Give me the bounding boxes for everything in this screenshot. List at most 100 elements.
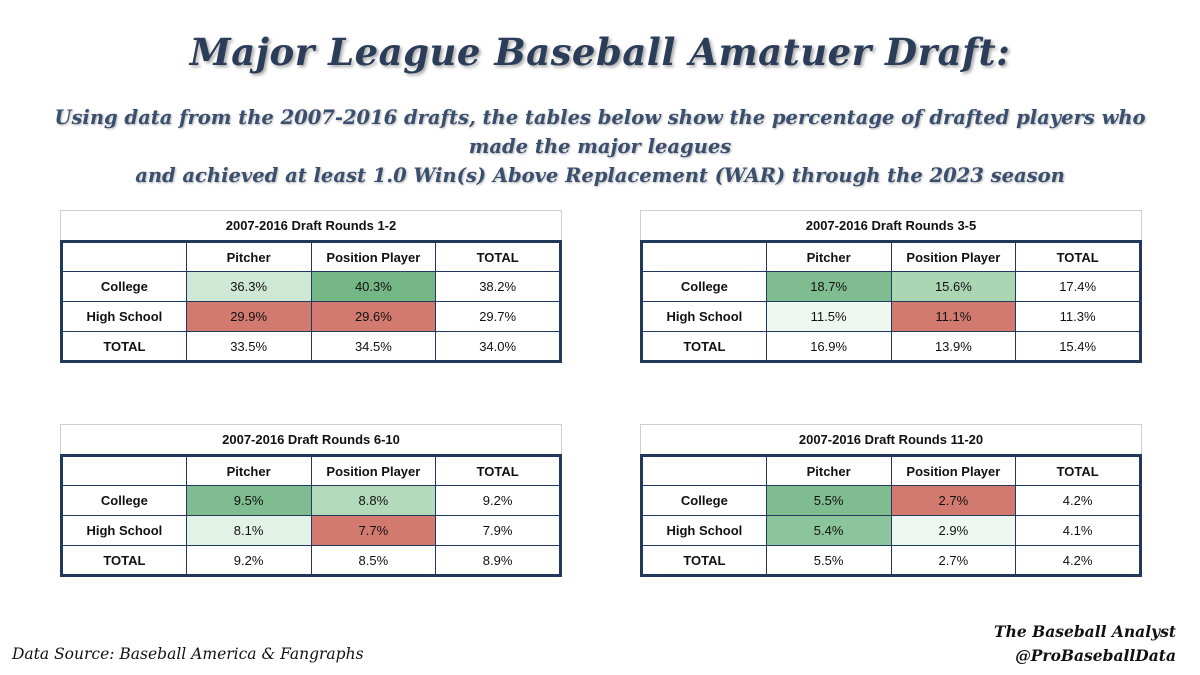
value-cell: 34.5% (310, 331, 437, 362)
column-header: Pitcher (185, 241, 312, 272)
column-header: Position Player (310, 241, 437, 272)
row-label: High School (641, 301, 767, 332)
column-header: TOTAL (435, 455, 561, 486)
table-row: College 5.5% 2.7% 4.2% (641, 485, 1141, 516)
row-label: TOTAL (61, 331, 187, 362)
value-cell: 11.3% (1015, 301, 1141, 332)
header-row: Pitcher Position Player TOTAL (61, 241, 561, 272)
column-header: Pitcher (185, 455, 312, 486)
column-header: Pitcher (765, 455, 892, 486)
credit-handle: @ProBaseballData (1015, 646, 1176, 665)
table-row: College 36.3% 40.3% 38.2% (61, 271, 561, 302)
value-cell: 17.4% (1015, 271, 1141, 302)
table-row: TOTAL 9.2% 8.5% 8.9% (61, 545, 561, 576)
value-cell: 7.9% (435, 515, 561, 546)
value-cell: 18.7% (765, 271, 892, 302)
value-cell: 2.7% (890, 545, 1017, 576)
percentage-table: Pitcher Position Player TOTAL College 36.3% 4… (60, 240, 562, 363)
column-header: Position Player (310, 455, 437, 486)
table-row: High School 5.4% 2.9% 4.1% (641, 515, 1141, 546)
value-cell: 9.2% (185, 545, 312, 576)
value-cell: 4.2% (1015, 485, 1141, 516)
header-row: Pitcher Position Player TOTAL (641, 241, 1141, 272)
table-title: 2007-2016 Draft Rounds 11-20 (640, 424, 1142, 454)
value-cell: 33.5% (185, 331, 312, 362)
value-cell: 5.5% (765, 485, 892, 516)
column-header: TOTAL (435, 241, 561, 272)
credit-name: The Baseball Analyst (994, 622, 1176, 641)
value-cell: 9.2% (435, 485, 561, 516)
row-label: College (641, 271, 767, 302)
row-label: High School (641, 515, 767, 546)
value-cell: 29.6% (310, 301, 437, 332)
table-row: College 18.7% 15.6% 17.4% (641, 271, 1141, 302)
column-header: TOTAL (1015, 455, 1141, 486)
column-header: Position Player (890, 241, 1017, 272)
value-cell: 8.8% (310, 485, 437, 516)
percentage-table: Pitcher Position Player TOTAL College 18.7% 1… (640, 240, 1142, 363)
row-label: College (61, 485, 187, 516)
column-header: Pitcher (765, 241, 892, 272)
corner-cell (61, 241, 187, 272)
table-row: TOTAL 5.5% 2.7% 4.2% (641, 545, 1141, 576)
value-cell: 11.5% (765, 301, 892, 332)
corner-cell (641, 241, 767, 272)
value-cell: 7.7% (310, 515, 437, 546)
value-cell: 29.7% (435, 301, 561, 332)
value-cell: 2.7% (890, 485, 1017, 516)
author-credit: The Baseball Analyst @ProBaseballData (994, 620, 1176, 668)
table-block-rounds-6-10: 2007-2016 Draft Rounds 6-10 Pitcher Positi… (60, 424, 562, 577)
corner-cell (61, 455, 187, 486)
value-cell: 29.9% (185, 301, 312, 332)
header-row: Pitcher Position Player TOTAL (641, 455, 1141, 486)
value-cell: 16.9% (765, 331, 892, 362)
page-subtitle: Using data from the 2007-2016 drafts, th… (40, 103, 1160, 190)
value-cell: 38.2% (435, 271, 561, 302)
row-label: TOTAL (61, 545, 187, 576)
value-cell: 4.1% (1015, 515, 1141, 546)
row-label: College (641, 485, 767, 516)
table-row: High School 8.1% 7.7% 7.9% (61, 515, 561, 546)
value-cell: 15.6% (890, 271, 1017, 302)
table-row: High School 29.9% 29.6% 29.7% (61, 301, 561, 332)
value-cell: 40.3% (310, 271, 437, 302)
corner-cell (641, 455, 767, 486)
value-cell: 36.3% (185, 271, 312, 302)
row-label: TOTAL (641, 545, 767, 576)
data-source-note: Data Source: Baseball America & Fangraph… (12, 645, 364, 663)
table-block-rounds-11-20: 2007-2016 Draft Rounds 11-20 Pitcher Posit… (640, 424, 1142, 577)
value-cell: 8.1% (185, 515, 312, 546)
value-cell: 8.5% (310, 545, 437, 576)
value-cell: 5.5% (765, 545, 892, 576)
row-label: College (61, 271, 187, 302)
subtitle-line-1: Using data from the 2007-2016 drafts, th… (54, 106, 1146, 158)
table-row: TOTAL 33.5% 34.5% 34.0% (61, 331, 561, 362)
value-cell: 13.9% (890, 331, 1017, 362)
table-row: College 9.5% 8.8% 9.2% (61, 485, 561, 516)
row-label: TOTAL (641, 331, 767, 362)
value-cell: 15.4% (1015, 331, 1141, 362)
percentage-table: Pitcher Position Player TOTAL College 5.5% 2.… (640, 454, 1142, 577)
row-label: High School (61, 515, 187, 546)
table-row: TOTAL 16.9% 13.9% 15.4% (641, 331, 1141, 362)
value-cell: 9.5% (185, 485, 312, 516)
table-row: High School 11.5% 11.1% 11.3% (641, 301, 1141, 332)
value-cell: 8.9% (435, 545, 561, 576)
percentage-table: Pitcher Position Player TOTAL College 9.5% 8.… (60, 454, 562, 577)
row-label: High School (61, 301, 187, 332)
table-title: 2007-2016 Draft Rounds 6-10 (60, 424, 562, 454)
value-cell: 11.1% (890, 301, 1017, 332)
header-row: Pitcher Position Player TOTAL (61, 455, 561, 486)
table-title: 2007-2016 Draft Rounds 3-5 (640, 210, 1142, 240)
table-block-rounds-3-5: 2007-2016 Draft Rounds 3-5 Pitcher Positio… (640, 210, 1142, 363)
value-cell: 34.0% (435, 331, 561, 362)
table-title: 2007-2016 Draft Rounds 1-2 (60, 210, 562, 240)
page-title: Major League Baseball Amatuer Draft: (189, 30, 1011, 74)
value-cell: 2.9% (890, 515, 1017, 546)
table-block-rounds-1-2: 2007-2016 Draft Rounds 1-2 Pitcher Positio… (60, 210, 562, 363)
value-cell: 5.4% (765, 515, 892, 546)
column-header: TOTAL (1015, 241, 1141, 272)
column-header: Position Player (890, 455, 1017, 486)
value-cell: 4.2% (1015, 545, 1141, 576)
subtitle-line-2: and achieved at least 1.0 Win(s) Above R… (135, 164, 1065, 187)
